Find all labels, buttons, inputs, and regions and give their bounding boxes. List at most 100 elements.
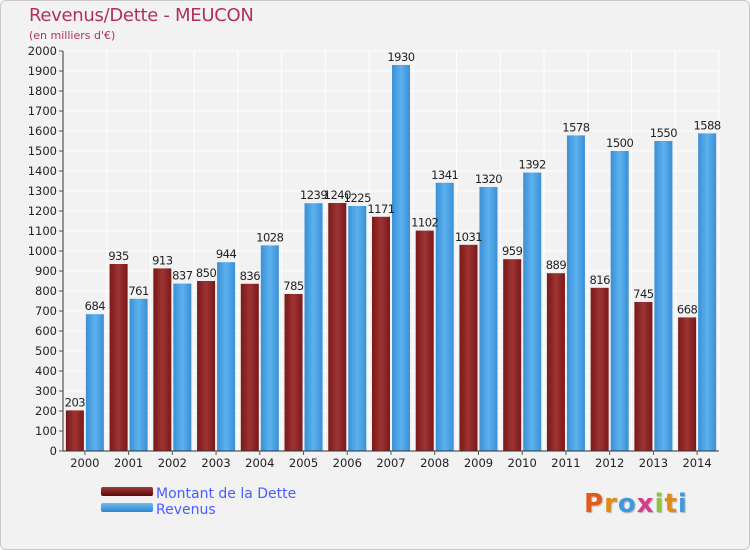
bar-revenus (698, 133, 717, 451)
y-tick-label: 1000 (28, 244, 57, 258)
y-tick-label: 0 (50, 444, 57, 458)
data-label-revenus: 1588 (693, 118, 720, 132)
data-label-revenus: 944 (216, 247, 237, 261)
bar-revenus (654, 141, 673, 451)
data-label-dette: 935 (108, 249, 129, 263)
data-label-dette: 203 (65, 395, 86, 409)
data-label-dette: 1171 (367, 202, 394, 216)
bar-dette (546, 273, 565, 451)
x-tick-label: 2007 (376, 456, 405, 470)
data-label-dette: 1031 (455, 230, 482, 244)
data-label-dette: 913 (152, 253, 173, 267)
y-tick-label: 800 (35, 284, 57, 298)
logo-letter: r (604, 489, 618, 519)
x-tick-label: 2008 (420, 456, 449, 470)
data-label-dette: 1102 (411, 216, 438, 230)
data-label-revenus: 1500 (606, 136, 633, 150)
data-label-revenus: 684 (85, 299, 106, 313)
data-label-dette: 959 (502, 244, 523, 258)
bar-revenus (610, 151, 629, 451)
y-tick-label: 1200 (28, 204, 57, 218)
legend-label-revenus: Revenus (156, 502, 216, 518)
data-label-dette: 816 (589, 273, 610, 287)
bar-dette (503, 259, 522, 451)
bar-dette (328, 203, 347, 451)
y-tick-label: 1800 (28, 84, 57, 98)
y-tick-label: 2000 (28, 44, 57, 58)
data-label-dette: 785 (283, 279, 304, 293)
bar-revenus (304, 203, 323, 451)
bar-revenus (173, 283, 192, 451)
logo-letter: i (677, 489, 688, 519)
x-tick-label: 2006 (333, 456, 362, 470)
bar-revenus (348, 206, 367, 451)
data-label-dette: 668 (677, 302, 698, 316)
bar-dette (153, 268, 172, 451)
bar-revenus (523, 172, 542, 451)
y-tick-label: 100 (35, 424, 57, 438)
data-label-revenus: 837 (172, 269, 193, 283)
x-tick-label: 2013 (639, 456, 668, 470)
y-tick-label: 500 (35, 344, 57, 358)
y-tick-label: 700 (35, 304, 57, 318)
x-tick-label: 2010 (508, 456, 537, 470)
bar-dette (240, 283, 259, 451)
x-tick-label: 2012 (595, 456, 624, 470)
y-tick-label: 1500 (28, 144, 57, 158)
chart-subtitle: (en milliers d'€) (29, 29, 116, 42)
data-label-dette: 745 (633, 287, 654, 301)
x-tick-label: 2002 (158, 456, 187, 470)
logo-letter: P (584, 489, 605, 519)
chart-title: Revenus/Dette - MEUCON (29, 5, 254, 26)
y-tick-label: 1300 (28, 184, 57, 198)
bar-dette (109, 264, 128, 451)
data-label-revenus: 1930 (387, 50, 414, 64)
bar-dette (372, 216, 390, 451)
bar-dette (678, 317, 697, 451)
legend-label-dette: Montant de la Dette (156, 486, 297, 502)
bar-dette (197, 281, 216, 451)
bar-dette (65, 410, 84, 451)
bar-dette (459, 244, 478, 451)
logo-letter: t (664, 489, 678, 519)
x-tick-label: 2004 (245, 456, 274, 470)
y-tick-label: 400 (35, 364, 57, 378)
logo-letter: i (654, 489, 665, 519)
x-tick-label: 2014 (682, 456, 711, 470)
bar-dette (284, 294, 303, 451)
data-label-revenus: 761 (128, 284, 149, 298)
y-tick-label: 200 (35, 404, 57, 418)
bar-revenus (479, 187, 498, 451)
grid-lines (62, 50, 720, 452)
bar-dette (590, 287, 609, 451)
data-label-revenus: 1392 (519, 158, 546, 172)
x-tick-label: 2009 (464, 456, 493, 470)
bar-revenus (85, 314, 104, 451)
y-tick-label: 1400 (28, 164, 57, 178)
bar-revenus (435, 182, 454, 452)
bar-revenus (217, 262, 236, 451)
data-label-revenus: 1239 (300, 188, 327, 202)
y-tick-label: 600 (35, 324, 57, 338)
data-label-revenus: 1028 (256, 230, 283, 244)
data-label-revenus: 1341 (431, 168, 458, 182)
data-label-dette: 836 (240, 269, 261, 283)
y-tick-label: 1100 (28, 224, 57, 238)
bars (65, 65, 717, 452)
x-tick-label: 2011 (551, 456, 580, 470)
axes: 0 100 200 300 400 500 600 700 800 900 1000 1100 1200… (28, 44, 719, 470)
data-label-revenus: 1578 (562, 120, 589, 134)
data-label-revenus: 1225 (344, 191, 371, 205)
x-tick-label: 2003 (201, 456, 230, 470)
bar-revenus (392, 65, 410, 451)
x-tick-label: 2005 (289, 456, 318, 470)
data-label-dette: 850 (196, 266, 217, 280)
y-tick-label: 1900 (28, 64, 57, 78)
y-tick-label: 900 (35, 264, 57, 278)
data-label-revenus: 1550 (650, 126, 677, 140)
x-tick-label: 2001 (114, 456, 143, 470)
data-label-dette: 1240 (324, 188, 351, 202)
